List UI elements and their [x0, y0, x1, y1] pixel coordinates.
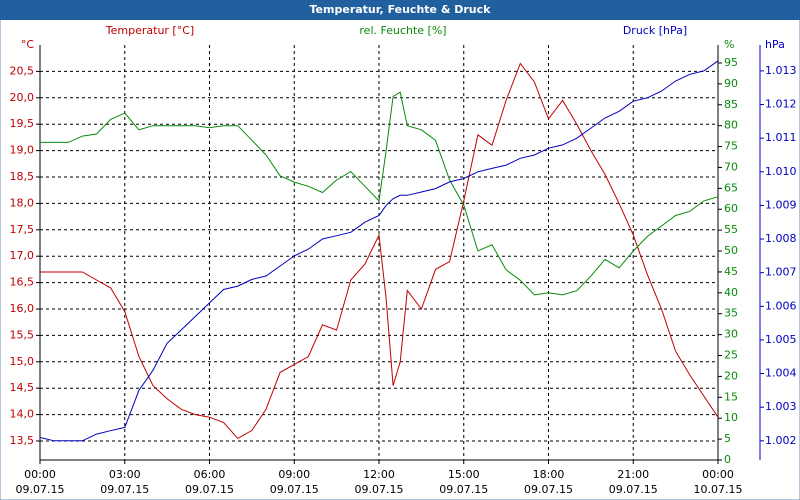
y-tick-label: 17,0: [10, 249, 35, 262]
y3-tick-label: 1.009: [765, 198, 797, 211]
y2-tick-label: 0: [724, 453, 731, 466]
series-line: [39, 60, 719, 442]
legend-label: Temperatur [°C]: [105, 24, 194, 37]
y2-tick-label: 90: [724, 77, 738, 90]
y2-tick-label: 45: [724, 265, 738, 278]
legend-label: rel. Feuchte [%]: [359, 24, 446, 37]
y2-tick-label: 95: [724, 56, 738, 69]
x-tick-date: 09.07.15: [439, 483, 488, 496]
x-tick-date: 09.07.15: [355, 483, 404, 496]
x-tick-label: 06:00: [194, 468, 226, 481]
x-tick-date: 09.07.15: [185, 483, 234, 496]
x-tick-label: 18:00: [533, 468, 565, 481]
y-tick-label: 15,0: [10, 355, 35, 368]
y3-tick-label: 1.003: [765, 400, 797, 413]
y2-tick-label: 40: [724, 286, 738, 299]
y2-tick-label: 10: [724, 411, 738, 424]
y2-tick-label: 80: [724, 119, 738, 132]
y-tick-label: 20,5: [10, 64, 35, 77]
series-line: [40, 91, 719, 296]
y-axis-unit: °C: [21, 38, 35, 51]
x-tick-label: 00:00: [702, 468, 734, 481]
y-tick-label: 16,5: [10, 276, 35, 289]
y3-tick-label: 1.005: [765, 333, 797, 346]
chart-title: Temperatur, Feuchte & Druck: [310, 3, 492, 16]
y2-tick-label: 25: [724, 349, 738, 362]
y2-tick-label: 50: [724, 244, 738, 257]
x-tick-date: 09.07.15: [16, 483, 65, 496]
y2-axis-unit: %: [724, 38, 734, 51]
y-tick-label: 18,5: [10, 170, 35, 183]
x-tick-label: 09:00: [278, 468, 310, 481]
x-tick-label: 12:00: [363, 468, 395, 481]
y2-tick-label: 65: [724, 181, 738, 194]
y-tick-label: 19,5: [10, 117, 35, 130]
y-tick-label: 16,0: [10, 302, 35, 315]
y-tick-label: 18,0: [10, 196, 35, 209]
y2-tick-label: 30: [724, 328, 738, 341]
y-tick-label: 15,5: [10, 328, 35, 341]
y2-tick-label: 20: [724, 369, 738, 382]
y3-tick-label: 1.012: [765, 98, 797, 111]
y3-axis-unit: hPa: [765, 38, 785, 51]
x-tick-date: 09.07.15: [524, 483, 573, 496]
y-tick-label: 14,0: [10, 408, 35, 421]
y2-tick-label: 85: [724, 98, 738, 111]
x-tick-label: 00:00: [24, 468, 56, 481]
y3-tick-label: 1.008: [765, 232, 797, 245]
y-tick-label: 17,5: [10, 223, 35, 236]
y-tick-label: 13,5: [10, 434, 35, 447]
y-tick-label: 14,5: [10, 381, 35, 394]
series-line: [40, 62, 719, 440]
x-tick-label: 15:00: [448, 468, 480, 481]
y2-tick-label: 70: [724, 160, 738, 173]
y3-tick-label: 1.007: [765, 266, 797, 279]
y2-tick-label: 15: [724, 390, 738, 403]
y2-tick-label: 75: [724, 140, 738, 153]
x-tick-date: 10.07.15: [694, 483, 743, 496]
x-tick-date: 09.07.15: [609, 483, 658, 496]
x-tick-date: 09.07.15: [270, 483, 319, 496]
y2-tick-label: 5: [724, 432, 731, 445]
legend-label: Druck [hPa]: [623, 24, 687, 37]
y-tick-label: 19,0: [10, 144, 35, 157]
y3-tick-label: 1.006: [765, 299, 797, 312]
y3-tick-label: 1.013: [765, 64, 797, 77]
y3-tick-label: 1.011: [765, 131, 797, 144]
x-tick-date: 09.07.15: [100, 483, 149, 496]
y3-tick-label: 1.004: [765, 367, 797, 380]
y2-tick-label: 35: [724, 307, 738, 320]
y2-tick-label: 55: [724, 223, 738, 236]
y2-tick-label: 60: [724, 202, 738, 215]
y-tick-label: 20,0: [10, 91, 35, 104]
title-bar: [0, 0, 800, 20]
y3-tick-label: 1.002: [765, 434, 797, 447]
x-tick-label: 03:00: [109, 468, 141, 481]
x-tick-label: 21:00: [617, 468, 649, 481]
y3-tick-label: 1.010: [765, 165, 797, 178]
